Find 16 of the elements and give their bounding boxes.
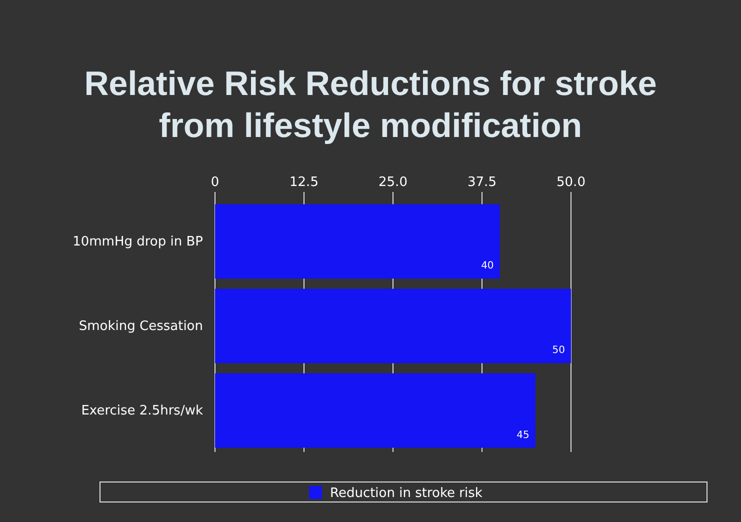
- x-tick-label: 12.5: [290, 175, 318, 190]
- y-tick-label: Smoking Cessation: [78, 319, 203, 334]
- x-tick-label: 37.5: [468, 175, 496, 190]
- bar: [215, 204, 500, 279]
- data-label: 50: [552, 345, 565, 356]
- bar: [215, 288, 571, 364]
- data-label: 40: [481, 260, 494, 272]
- bar: [215, 373, 536, 448]
- data-label: 45: [516, 430, 530, 441]
- x-tick-label: 0: [210, 175, 220, 190]
- y-tick-label: 10mmHg drop in BP: [72, 234, 204, 250]
- x-tick-label: 25.0: [378, 175, 408, 190]
- x-tick-label: 50.0: [556, 175, 586, 190]
- legend-label: Reduction in stroke risk: [330, 486, 483, 501]
- y-tick-label: Exercise 2.5hrs/wk: [81, 404, 204, 419]
- chart-title: Relative Risk Reductions for stroke from lifestyle modification: [84, 65, 657, 145]
